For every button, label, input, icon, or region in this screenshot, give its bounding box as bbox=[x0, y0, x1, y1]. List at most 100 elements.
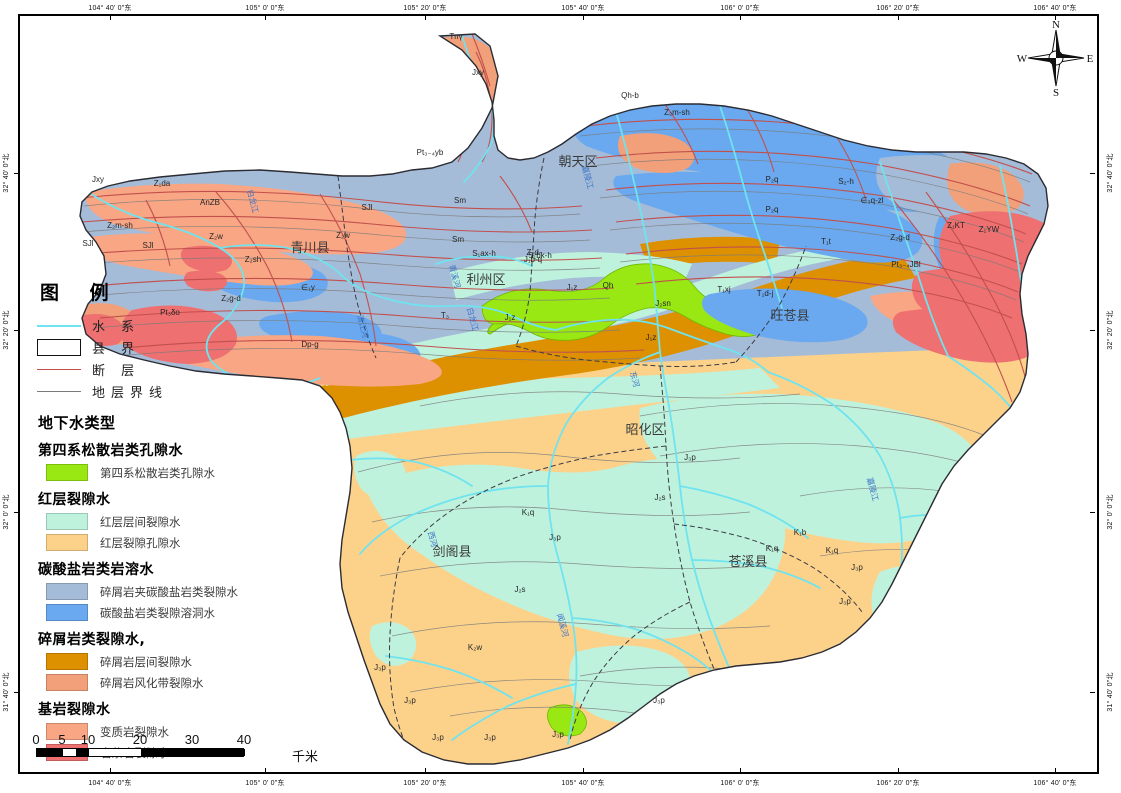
legend-color-swatch bbox=[46, 653, 88, 670]
fault-symbol bbox=[36, 369, 82, 370]
scale-bar-unit: 千米 bbox=[292, 750, 319, 765]
scale-bar-graphic bbox=[36, 748, 245, 757]
county-boundary-symbol bbox=[36, 339, 82, 356]
legend-swatch-label: 碎屑岩层间裂隙水 bbox=[100, 654, 192, 669]
strata-label: J₃p bbox=[549, 533, 561, 542]
strata-label: Z₂m-sh bbox=[664, 108, 690, 117]
legend-row-fault: 断 层 bbox=[36, 359, 288, 380]
graticule-tick-left bbox=[14, 692, 19, 693]
legend-row-county-boundary: 县 界 bbox=[36, 337, 288, 358]
strata-label: Jxy bbox=[92, 175, 104, 184]
graticule-label-bottom: 106° 40' 0"东 bbox=[1033, 780, 1077, 787]
graticule-label-right: 32° 20' 0"北 bbox=[1107, 310, 1114, 350]
strata-label: ∈₃q-zl bbox=[860, 196, 883, 205]
strata-label: J₃p bbox=[374, 663, 386, 672]
strata-label: Z₂d- bbox=[526, 248, 541, 257]
graticule-label-bottom: 106° 20' 0"东 bbox=[876, 780, 920, 787]
legend-group-heading: 基岩裂隙水 bbox=[38, 702, 111, 718]
strata-label: Z₂w bbox=[336, 231, 350, 240]
strata-label: J₃p bbox=[653, 696, 665, 705]
county-boundary-box bbox=[37, 339, 81, 356]
legend-group-heading: 红层裂隙水 bbox=[38, 492, 111, 508]
graticule-tick-right bbox=[1090, 173, 1095, 174]
graticule-label-left: 31° 40' 0"北 bbox=[3, 672, 10, 712]
compass-needle bbox=[1027, 29, 1085, 87]
graticule-tick-top bbox=[898, 15, 899, 20]
river-label: 东河 bbox=[628, 370, 642, 388]
strata-label: J₃p bbox=[851, 563, 863, 572]
legend-row-strata-boundary: 地层界线 bbox=[36, 381, 288, 402]
strata-label: J₃p bbox=[552, 730, 564, 739]
legend-swatch-label: 红层层间裂隙水 bbox=[100, 514, 181, 529]
graticule-label-bottom: 105° 0' 0"东 bbox=[245, 780, 285, 787]
graticule-label-left: 32° 20' 0"北 bbox=[3, 310, 10, 350]
graticule-tick-bottom bbox=[425, 768, 426, 773]
scale-bar-segment bbox=[193, 749, 245, 756]
graticule-label-bottom: 106° 0' 0"东 bbox=[720, 780, 760, 787]
compass-west: W bbox=[1017, 53, 1028, 65]
strata-label: J₂sn bbox=[655, 299, 671, 308]
strata-label: Pt₃₋₄yb bbox=[417, 148, 444, 157]
graticule-tick-left bbox=[14, 173, 19, 174]
legend-swatch-label: 红层裂隙孔隙水 bbox=[100, 535, 181, 550]
graticule-tick-right bbox=[1090, 692, 1095, 693]
strata-label: P₂q bbox=[766, 175, 779, 184]
graticule-label-top: 105° 40' 0"东 bbox=[561, 5, 605, 12]
strata-label: J₃p bbox=[684, 453, 696, 462]
graticule-label-top: 106° 20' 0"东 bbox=[876, 5, 920, 12]
graticule-label-left: 32° 0' 0"北 bbox=[3, 494, 10, 530]
compass-rose: N S E W bbox=[1016, 18, 1096, 99]
graticule-label-bottom: 105° 20' 0"东 bbox=[403, 780, 447, 787]
graticule-label-bottom: 104° 40' 0"东 bbox=[88, 780, 132, 787]
strata-label: K₁q bbox=[522, 508, 534, 517]
legend-swatch-row[interactable]: 变质岩裂隙水 bbox=[46, 722, 288, 741]
legend-color-swatch bbox=[46, 464, 88, 481]
water-system-label: 水 系 bbox=[92, 320, 141, 335]
legend-swatch-row[interactable]: 碎屑岩夹碳酸盐岩类裂隙水 bbox=[46, 582, 288, 601]
legend-swatch-row[interactable]: 碳酸盐岩类裂隙溶洞水 bbox=[46, 603, 288, 622]
graticule-label-left: 32° 40' 0"北 bbox=[3, 153, 10, 193]
county-label: 苍溪县 bbox=[728, 554, 767, 569]
fault-label: 断 层 bbox=[92, 364, 141, 379]
legend-groundwater-heading: 地下水类型 bbox=[38, 414, 116, 432]
legend-swatch-row[interactable]: 碎屑岩层间裂隙水 bbox=[46, 652, 288, 671]
graticule-label-top: 104° 40' 0"东 bbox=[88, 5, 132, 12]
legend-swatch-row[interactable]: 第四系松散岩类孔隙水 bbox=[46, 463, 288, 482]
strata-label: J₃p bbox=[404, 696, 416, 705]
strata-label: Dp-g bbox=[301, 340, 318, 349]
legend-line-symbols: 水 系县 界断 层地层界线 bbox=[36, 315, 288, 402]
fault-lines bbox=[80, 34, 1033, 403]
legend-swatch-row[interactable]: 红层裂隙孔隙水 bbox=[46, 533, 288, 552]
strata-label: SJl bbox=[361, 203, 372, 212]
graticule-tick-bottom bbox=[740, 768, 741, 773]
strata-label: K₂w bbox=[468, 643, 482, 652]
legend-color-swatch bbox=[46, 723, 88, 740]
strata-label: Z₂g-d bbox=[221, 294, 241, 303]
graticule-tick-top bbox=[583, 15, 584, 20]
scale-bar: 0 5 10 20 30 40 千米 bbox=[32, 732, 318, 765]
river-label: 西河 bbox=[426, 530, 440, 548]
strata-label: Z₁da bbox=[154, 179, 171, 188]
legend-swatch-row[interactable]: 碎屑岩风化带裂隙水 bbox=[46, 673, 288, 692]
legend-panel: 图 例 水 系县 界断 层地层界线 地下水类型 第四系松散岩类孔隙水 第四系松散岩… bbox=[36, 278, 288, 764]
county-label: 旺苍县 bbox=[770, 308, 809, 323]
legend-color-swatch bbox=[46, 583, 88, 600]
strata-label: J₃p bbox=[839, 597, 851, 606]
legend-group-heading: 碎屑岩类裂隙水, bbox=[38, 632, 146, 648]
water-system-symbol bbox=[36, 324, 82, 327]
strata-label: AnZB bbox=[200, 198, 220, 207]
graticule-label-right: 32° 40' 0"北 bbox=[1107, 153, 1114, 193]
strata-label-group: Tпү Jxy Pt₃₋₄yb Jxy Z₁da AnZB Z₂m-sh SJl SJl Z₂sh… bbox=[82, 32, 999, 742]
river-network bbox=[87, 35, 1025, 745]
scale-bar-labels: 0 5 10 20 30 40 bbox=[32, 732, 286, 748]
graticule-tick-left bbox=[14, 330, 19, 331]
legend-swatch-row[interactable]: 红层层间裂隙水 bbox=[46, 512, 288, 531]
legend-title: 图 例 bbox=[40, 282, 121, 304]
strata-label: Jxy bbox=[472, 68, 484, 77]
legend-color-swatch bbox=[46, 674, 88, 691]
map-canvas[interactable]: Tпү Jxy Pt₃₋₄yb Jxy Z₁da AnZB Z₂m-sh SJl SJl Z₂sh… bbox=[20, 16, 1097, 772]
graticule-label-top: 106° 40' 0"东 bbox=[1033, 5, 1077, 12]
strata-label: J₃p bbox=[432, 733, 444, 742]
strata-label: J₂s bbox=[514, 585, 525, 594]
strata-label: J₁z bbox=[646, 333, 657, 342]
